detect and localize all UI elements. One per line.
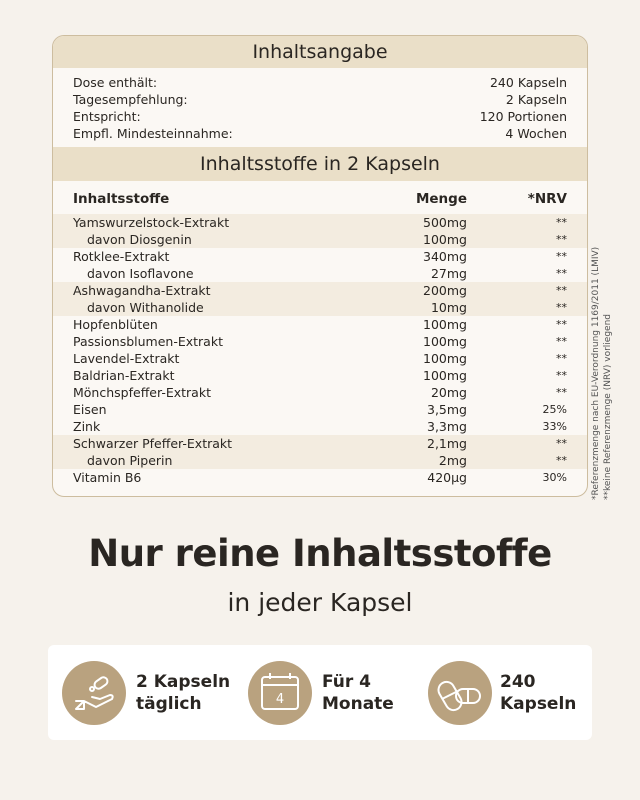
feature-text: 240 Kapseln bbox=[500, 671, 576, 715]
subheading: in jeder Kapsel bbox=[227, 588, 413, 617]
ingredient-nrv: 33% bbox=[542, 420, 567, 433]
summary-label: Dose enthält: bbox=[73, 75, 158, 90]
ingredient-amount: 420µg bbox=[427, 470, 467, 485]
column-header: Menge bbox=[415, 191, 467, 207]
icon-calendar bbox=[261, 673, 299, 710]
ingredient-amount: 100mg bbox=[423, 351, 467, 366]
heading: Nur reine Inhaltsstoffe bbox=[88, 532, 552, 575]
ingredient-amount: 10mg bbox=[430, 300, 467, 315]
ingredient-name: Zink bbox=[73, 419, 101, 434]
feature-icons: 4 bbox=[62, 661, 492, 725]
ingredient-name: Eisen bbox=[73, 402, 107, 417]
ingredient-amount: 2,1mg bbox=[427, 436, 467, 451]
feature-text: Für 4 Monate bbox=[322, 671, 394, 715]
ingredient-nrv: 25% bbox=[542, 403, 567, 416]
ingredient-nrv: ** bbox=[556, 352, 567, 365]
info-card: Inhaltsangabe Inhaltsstoffe in 2 Kapseln… bbox=[52, 35, 588, 497]
ingredient-amount: 3,3mg bbox=[427, 419, 467, 434]
ingredient-nrv: ** bbox=[556, 369, 567, 382]
summary-label: Tagesempfehlung: bbox=[73, 92, 188, 107]
ingredient-amount: 200mg bbox=[423, 283, 467, 298]
ingredient-nrv: ** bbox=[556, 216, 567, 229]
ingredient-amount: 100mg bbox=[423, 232, 467, 247]
ingredient-nrv: ** bbox=[556, 250, 567, 263]
summary-value: 2 Kapseln bbox=[505, 92, 567, 107]
ingredient-name: Baldrian-Extrakt bbox=[73, 368, 175, 383]
ingredient-nrv: ** bbox=[556, 233, 567, 246]
ingredient-amount: 340mg bbox=[423, 249, 467, 264]
feature-line: Für 4 bbox=[322, 672, 371, 692]
ingredient-amount: 100mg bbox=[423, 317, 467, 332]
ingredient-amount: 27mg bbox=[430, 266, 467, 281]
ingredient-nrv: ** bbox=[556, 318, 567, 331]
summary-value: 240 Kapseln bbox=[489, 75, 567, 90]
row-background bbox=[53, 214, 587, 231]
feature-line: 240 bbox=[500, 672, 536, 692]
summary-value: 4 Wochen bbox=[505, 126, 567, 141]
ingredient-name: Vitamin B6 bbox=[73, 470, 142, 485]
summary-label: Empfl. Mindesteinnahme: bbox=[73, 126, 233, 141]
ingredient-name: Lavendel-Extrakt bbox=[73, 351, 180, 366]
summary-value: 120 Portionen bbox=[479, 109, 567, 124]
ingredient-amount: 100mg bbox=[423, 368, 467, 383]
ingredient-name: davon Withanolide bbox=[87, 300, 204, 315]
ingredient-amount: 500mg bbox=[423, 215, 467, 230]
column-header: Inhaltsstoffe bbox=[73, 191, 170, 207]
section-title: Inhaltsstoffe in 2 Kapseln bbox=[53, 147, 587, 181]
ingredient-nrv: ** bbox=[556, 437, 567, 450]
ingredient-name: Ashwagandha-Extrakt bbox=[73, 283, 211, 298]
ingredient-nrv: ** bbox=[556, 386, 567, 399]
row-background bbox=[53, 282, 587, 299]
feature-line: Monate bbox=[322, 694, 394, 714]
ingredient-name: Hopfenblüten bbox=[73, 317, 158, 332]
ingredient-name: davon Isoflavone bbox=[87, 266, 194, 281]
footnote: **keine Referenzmenge (NRV) vorliegend bbox=[603, 314, 613, 500]
ingredient-name: davon Diosgenin bbox=[87, 232, 192, 247]
column-header: *NRV bbox=[527, 191, 567, 207]
feature-text: 2 Kapseln täglich bbox=[136, 671, 230, 715]
icon-capsules bbox=[437, 680, 481, 712]
footnotes: *Referenzmenge nach EU-Verordnung 1169/2… bbox=[590, 220, 614, 500]
ingredient-nrv: 30% bbox=[542, 471, 567, 484]
summary-label: Entspricht: bbox=[73, 109, 141, 124]
ingredient-name: Rotklee-Extrakt bbox=[73, 249, 170, 264]
ingredient-nrv: ** bbox=[556, 454, 567, 467]
features: 4 2 Kapseln täglich Für 4 Monate 240 Kapseln bbox=[48, 645, 592, 740]
footnote: *Referenzmenge nach EU-Verordnung 1169/2… bbox=[591, 246, 601, 500]
feature-line: 2 Kapseln bbox=[136, 672, 231, 692]
ingredient-nrv: ** bbox=[556, 301, 567, 314]
ingredient-name: Mönchspfeffer-Extrakt bbox=[73, 385, 211, 400]
card-title: Inhaltsangabe bbox=[53, 36, 587, 68]
ingredient-name: davon Piperin bbox=[87, 453, 173, 468]
ingredient-nrv: ** bbox=[556, 284, 567, 297]
ingredient-name: Yamswurzelstock-Extrakt bbox=[73, 215, 230, 230]
row-background bbox=[53, 299, 587, 316]
ingredient-name: Schwarzer Pfeffer-Extrakt bbox=[73, 436, 233, 451]
ingredient-amount: 3,5mg bbox=[427, 402, 467, 417]
feature-line: täglich bbox=[136, 694, 202, 714]
ingredient-amount: 100mg bbox=[423, 334, 467, 349]
ingredient-nrv: ** bbox=[556, 335, 567, 348]
ingredient-amount: 20mg bbox=[430, 385, 467, 400]
row-background bbox=[53, 435, 587, 452]
feature-line: Kapseln bbox=[500, 694, 577, 714]
calendar-number: 4 bbox=[276, 692, 284, 707]
icon-hand bbox=[75, 676, 114, 710]
row-background bbox=[53, 231, 587, 248]
ingredient-amount: 2mg bbox=[438, 453, 467, 468]
row-background bbox=[53, 452, 587, 469]
ingredient-name: Passionsblumen-Extrakt bbox=[73, 334, 223, 349]
ingredient-nrv: ** bbox=[556, 267, 567, 280]
